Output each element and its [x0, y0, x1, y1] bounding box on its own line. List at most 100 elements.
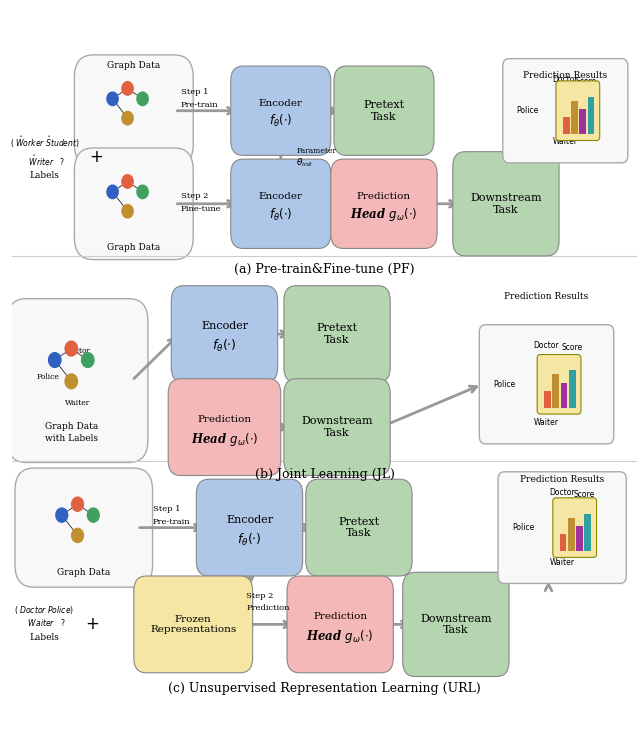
- FancyBboxPatch shape: [74, 55, 193, 166]
- Text: $f_\theta(\cdot)$: $f_\theta(\cdot)$: [269, 206, 292, 223]
- Text: $f_\theta(\cdot)$: $f_\theta(\cdot)$: [237, 532, 262, 548]
- Circle shape: [72, 529, 83, 542]
- Circle shape: [107, 92, 118, 106]
- Bar: [552, 374, 559, 408]
- Text: Graph Data: Graph Data: [107, 243, 161, 252]
- FancyBboxPatch shape: [334, 66, 434, 155]
- FancyBboxPatch shape: [7, 298, 148, 463]
- Text: Step 2: Step 2: [246, 592, 274, 600]
- Text: Prediction: Prediction: [246, 604, 290, 612]
- Text: $\theta_{init}$: $\theta_{init}$: [296, 157, 314, 170]
- FancyBboxPatch shape: [537, 355, 581, 414]
- Bar: [579, 110, 586, 134]
- Text: Prediction Results: Prediction Results: [523, 71, 607, 80]
- Text: Prediction Results: Prediction Results: [504, 292, 589, 302]
- Circle shape: [122, 82, 133, 95]
- Text: Labels: Labels: [29, 633, 60, 642]
- FancyBboxPatch shape: [284, 286, 390, 382]
- Text: Doctor: Doctor: [534, 341, 559, 350]
- Text: Graph Data: Graph Data: [57, 568, 111, 577]
- Circle shape: [65, 341, 77, 356]
- Text: Pretext
Task: Pretext Task: [364, 100, 404, 122]
- Bar: [576, 526, 583, 551]
- Text: Labels: Labels: [29, 171, 60, 180]
- Bar: [568, 518, 575, 551]
- Text: ( $Doctor$ $Police$): ( $Doctor$ $Police$): [14, 604, 74, 616]
- Text: Fine-tune: Fine-tune: [180, 205, 221, 213]
- Text: $\hat{W}riter$   ?: $\hat{W}riter$ ?: [24, 154, 65, 168]
- Text: Step 2: Step 2: [180, 192, 208, 200]
- Text: ( $\hat{W}orker$ $\hat{S}tudent$): ( $\hat{W}orker$ $\hat{S}tudent$): [10, 135, 79, 150]
- Circle shape: [49, 352, 61, 368]
- FancyBboxPatch shape: [231, 66, 331, 155]
- Text: Police: Police: [516, 106, 539, 116]
- Text: Head $g_\omega(\cdot)$: Head $g_\omega(\cdot)$: [191, 430, 258, 448]
- Text: Downstream
Task: Downstream Task: [301, 416, 373, 438]
- Circle shape: [72, 497, 83, 512]
- Text: (a) Pre-train&Fine-tune (PF): (a) Pre-train&Fine-tune (PF): [234, 263, 415, 276]
- Text: Parameter: Parameter: [296, 147, 337, 155]
- Text: Encoder: Encoder: [259, 192, 303, 201]
- FancyBboxPatch shape: [15, 468, 152, 587]
- FancyBboxPatch shape: [196, 479, 303, 576]
- Text: Waiter: Waiter: [553, 137, 578, 146]
- FancyBboxPatch shape: [553, 498, 596, 557]
- Text: Pretext
Task: Pretext Task: [317, 323, 358, 345]
- Circle shape: [65, 374, 77, 388]
- Text: Graph Data: Graph Data: [107, 61, 161, 70]
- Text: Encoder: Encoder: [259, 99, 303, 108]
- Bar: [563, 118, 570, 134]
- Text: Head $g_\omega(\cdot)$: Head $g_\omega(\cdot)$: [307, 628, 374, 645]
- Text: +: +: [90, 148, 103, 166]
- Text: Prediction: Prediction: [197, 415, 252, 424]
- FancyBboxPatch shape: [172, 286, 278, 382]
- Bar: [569, 370, 575, 408]
- FancyBboxPatch shape: [231, 159, 331, 248]
- Text: Downstream
Task: Downstream Task: [470, 193, 541, 214]
- Circle shape: [56, 508, 68, 522]
- Text: Step 1: Step 1: [152, 505, 180, 513]
- FancyBboxPatch shape: [287, 576, 394, 673]
- Text: Doctor: Doctor: [552, 75, 578, 84]
- Bar: [559, 535, 566, 551]
- Text: Graph Data: Graph Data: [45, 422, 98, 431]
- FancyBboxPatch shape: [134, 576, 253, 673]
- Circle shape: [122, 175, 133, 188]
- Circle shape: [122, 205, 133, 218]
- FancyBboxPatch shape: [452, 152, 559, 256]
- FancyBboxPatch shape: [331, 159, 437, 248]
- Bar: [571, 100, 578, 134]
- Text: Doctor: Doctor: [549, 488, 575, 497]
- Circle shape: [81, 352, 94, 368]
- Bar: [588, 97, 595, 134]
- Text: Score: Score: [561, 344, 582, 352]
- Text: Prediction Results: Prediction Results: [520, 475, 604, 484]
- Text: Prediction: Prediction: [357, 192, 411, 201]
- FancyBboxPatch shape: [284, 379, 390, 476]
- Circle shape: [137, 92, 148, 106]
- Text: $Waiter$   ?: $Waiter$ ?: [23, 617, 66, 628]
- Bar: [544, 391, 551, 408]
- Text: Step 1: Step 1: [180, 88, 208, 96]
- Text: Head $g_\omega(\cdot)$: Head $g_\omega(\cdot)$: [350, 206, 418, 223]
- Text: Police: Police: [493, 380, 515, 388]
- Text: (b) Joint Learning (JL): (b) Joint Learning (JL): [255, 468, 394, 481]
- Text: Encoder: Encoder: [226, 514, 273, 524]
- Text: Police: Police: [512, 523, 534, 532]
- Text: Prediction: Prediction: [313, 612, 367, 621]
- Circle shape: [107, 185, 118, 199]
- Circle shape: [88, 508, 99, 522]
- Text: Frozen
Representations: Frozen Representations: [150, 615, 236, 634]
- Text: Pre-train: Pre-train: [180, 100, 218, 109]
- Circle shape: [122, 112, 133, 125]
- FancyBboxPatch shape: [498, 472, 627, 584]
- Text: with Labels: with Labels: [45, 434, 98, 443]
- Text: Doctor: Doctor: [65, 346, 90, 355]
- FancyBboxPatch shape: [306, 479, 412, 576]
- Text: Pretext
Task: Pretext Task: [339, 517, 380, 538]
- FancyBboxPatch shape: [556, 81, 600, 140]
- Text: Police: Police: [37, 373, 60, 381]
- FancyBboxPatch shape: [403, 572, 509, 676]
- Text: Encoder: Encoder: [201, 321, 248, 331]
- FancyBboxPatch shape: [503, 58, 628, 163]
